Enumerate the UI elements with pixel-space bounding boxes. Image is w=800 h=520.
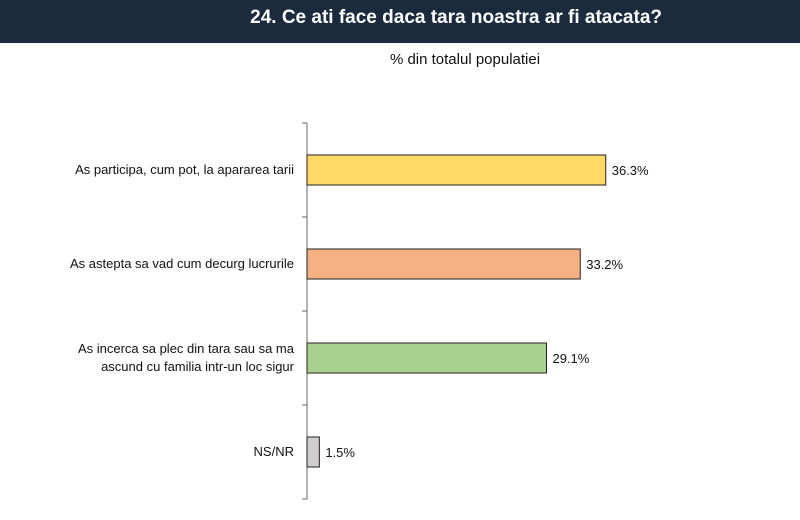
chart-title: 24. Ce ati face daca tara noastra ar fi … — [250, 7, 662, 28]
bar — [306, 436, 320, 468]
category-label: NS/NR — [254, 444, 294, 459]
category-label: As astepta sa vad cum decurg lucrurile — [70, 256, 294, 271]
bar — [306, 154, 607, 186]
category-label: As incerca sa plec din tara sau sa ma — [78, 341, 295, 356]
data-label: 33.2% — [586, 257, 623, 272]
category-label: ascund cu familia intr-un loc sigur — [101, 359, 295, 374]
data-label: 1.5% — [325, 445, 355, 460]
header-bar: 24. Ce ati face daca tara noastra ar fi … — [0, 0, 800, 43]
bar — [306, 248, 581, 280]
data-label: 29.1% — [552, 351, 589, 366]
chart-subtitle: % din totalul populatiei — [389, 51, 541, 68]
bar — [306, 342, 547, 374]
category-label: As participa, cum pot, la apararea tarii — [75, 162, 294, 177]
data-label: 36.3% — [612, 163, 649, 178]
